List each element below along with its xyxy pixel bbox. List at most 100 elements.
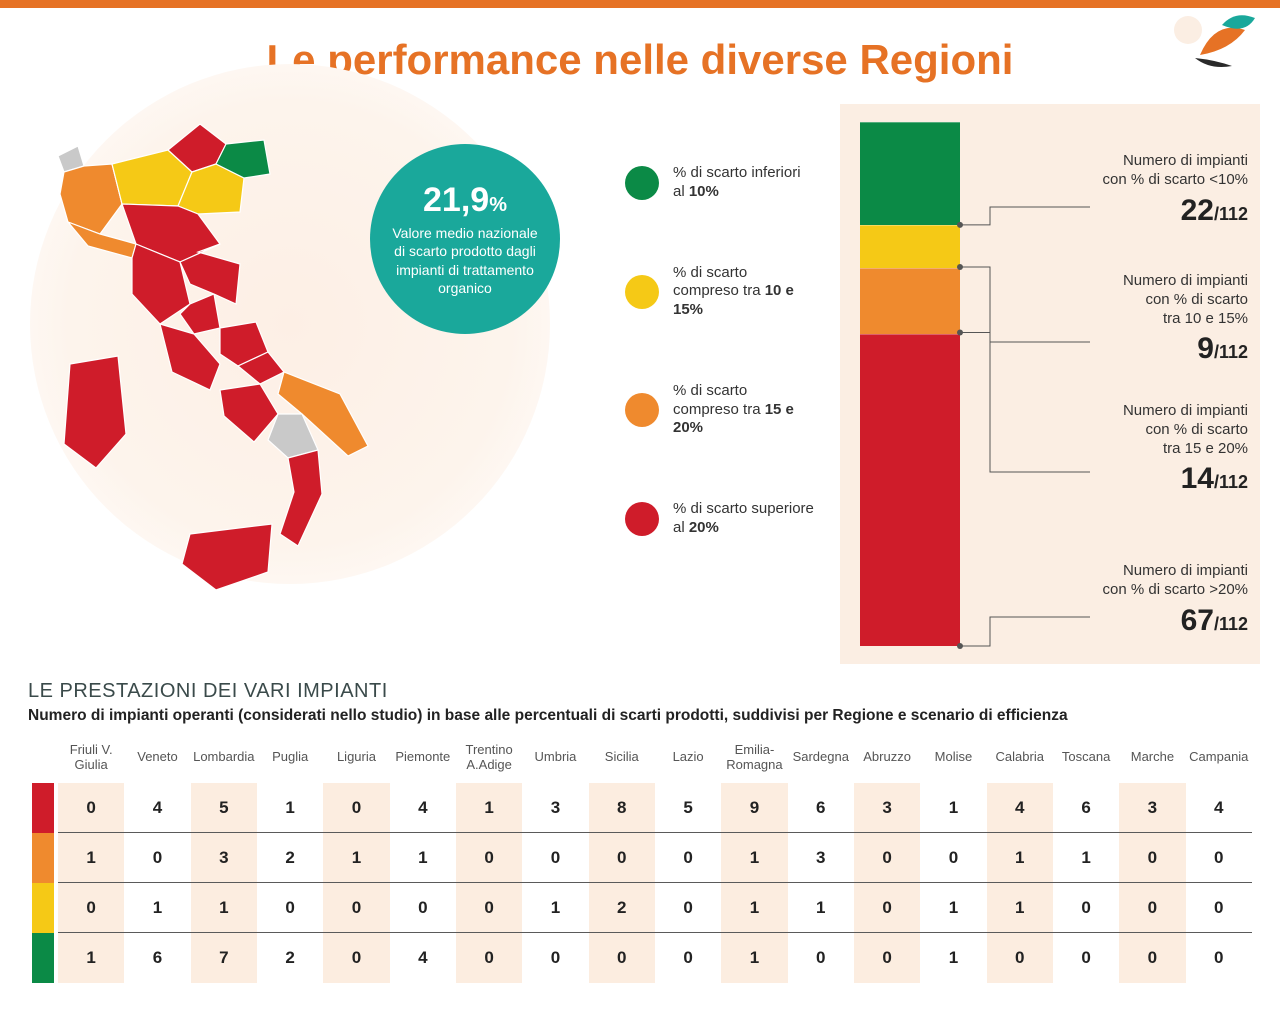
table-column-header: Umbria <box>522 739 588 783</box>
table-cell: 0 <box>58 883 124 933</box>
table-cell: 0 <box>1186 883 1252 933</box>
legend-text: % di scarto compreso tra 10 e 15% <box>673 264 815 320</box>
table-cell: 7 <box>191 933 257 983</box>
table-cell: 2 <box>257 833 323 883</box>
table-cell: 5 <box>191 783 257 833</box>
table-cell: 4 <box>390 933 456 983</box>
table-cell: 1 <box>920 783 986 833</box>
table-cell: 0 <box>987 933 1053 983</box>
table-cell: 2 <box>589 883 655 933</box>
regions-table: Friuli V. GiuliaVenetoLombardiaPugliaLig… <box>28 739 1252 983</box>
table-cell: 1 <box>323 833 389 883</box>
main-panel: 21,9% Valore medio nazionale di scarto p… <box>0 94 1280 684</box>
table-cell: 0 <box>1119 933 1185 983</box>
table-cell: 0 <box>257 883 323 933</box>
table-cell: 9 <box>721 783 787 833</box>
table-column-header: Sicilia <box>589 739 655 783</box>
table-cell: 4 <box>390 783 456 833</box>
table-cell: 0 <box>58 783 124 833</box>
page-title: Le performance nelle diverse Regioni <box>0 8 1280 94</box>
table-body: 0451041385963146341032110000130011000110… <box>28 783 1252 983</box>
table-cell: 0 <box>1119 833 1185 883</box>
table-column-header: Calabria <box>987 739 1053 783</box>
table-cell: 1 <box>390 833 456 883</box>
bubble-pct: % <box>489 194 507 216</box>
table-cell: 0 <box>323 933 389 983</box>
table-cell: 0 <box>124 833 190 883</box>
bar-label: Numero di impianticon % di scartotra 15 … <box>1123 402 1248 498</box>
legend-text: % di scarto compreso tra 15 e 20% <box>673 382 815 438</box>
table-cell: 1 <box>58 933 124 983</box>
table-cell: 6 <box>788 783 854 833</box>
table-header-row: Friuli V. GiuliaVenetoLombardiaPugliaLig… <box>28 739 1252 783</box>
row-color-swatch <box>32 883 54 933</box>
table-column-header: Abruzzo <box>854 739 920 783</box>
table-row: 045104138596314634 <box>28 783 1252 833</box>
table-column-header: Marche <box>1119 739 1185 783</box>
table-cell: 1 <box>920 883 986 933</box>
top-accent-bar <box>0 0 1280 8</box>
legend-item: % di scarto compreso tra 10 e 15% <box>625 264 815 320</box>
table-cell: 3 <box>191 833 257 883</box>
legend-text: % di scarto inferiori al 10% <box>673 164 815 202</box>
table-cell: 1 <box>987 883 1053 933</box>
table-cell: 1 <box>124 883 190 933</box>
legend-item: % di scarto compreso tra 15 e 20% <box>625 382 815 438</box>
table-cell: 3 <box>522 783 588 833</box>
table-subtitle: Numero di impianti operanti (considerati… <box>28 707 1252 725</box>
table-cell: 1 <box>920 933 986 983</box>
table-cell: 0 <box>456 833 522 883</box>
table-cell: 0 <box>1053 933 1119 983</box>
table-cell: 1 <box>987 833 1053 883</box>
table-cell: 1 <box>191 883 257 933</box>
row-color-swatch <box>32 933 54 983</box>
table-cell: 0 <box>522 833 588 883</box>
table-cell: 8 <box>589 783 655 833</box>
table-column-header: Veneto <box>124 739 190 783</box>
table-cell: 0 <box>655 833 721 883</box>
table-column-header: Lazio <box>655 739 721 783</box>
table-column-header: Piemonte <box>390 739 456 783</box>
table-cell: 1 <box>788 883 854 933</box>
table-cell: 0 <box>1186 933 1252 983</box>
table-column-header: Campania <box>1186 739 1252 783</box>
table-column-header: Friuli V. Giulia <box>58 739 124 783</box>
table-cell: 4 <box>987 783 1053 833</box>
bar-label: Numero di impianticon % di scartotra 10 … <box>1123 272 1248 368</box>
table-row: 103211000013001100 <box>28 833 1252 883</box>
stacked-bar-panel: Numero di impianticon % di scarto <10%22… <box>840 104 1260 664</box>
table-cell: 0 <box>655 933 721 983</box>
legend-dot-icon <box>625 502 659 536</box>
table-row: 167204000010010000 <box>28 933 1252 983</box>
table-cell: 5 <box>655 783 721 833</box>
table-cell: 0 <box>390 883 456 933</box>
table-section: LE PRESTAZIONI DEI VARI IMPIANTI Numero … <box>28 680 1252 983</box>
table-cell: 0 <box>1119 883 1185 933</box>
bar-label: Numero di impianticon % di scarto >20%67… <box>1103 562 1249 639</box>
table-cell: 0 <box>1186 833 1252 883</box>
legend-dot-icon <box>625 275 659 309</box>
legend-dot-icon <box>625 166 659 200</box>
table-cell: 0 <box>323 883 389 933</box>
bubble-value: 21,9 <box>423 181 489 219</box>
table-column-header: Puglia <box>257 739 323 783</box>
table-cell: 0 <box>854 883 920 933</box>
table-cell: 1 <box>721 933 787 983</box>
table-cell: 3 <box>854 783 920 833</box>
table-cell: 0 <box>788 933 854 983</box>
table-cell: 0 <box>456 883 522 933</box>
row-color-swatch <box>32 783 54 833</box>
stacked-bar-labels: Numero di impianticon % di scarto <10%22… <box>990 122 1248 646</box>
national-average-bubble: 21,9% Valore medio nazionale di scarto p… <box>370 144 560 334</box>
table-cell: 1 <box>58 833 124 883</box>
legend-text: % di scarto superiore al 20% <box>673 500 815 538</box>
table-cell: 0 <box>323 783 389 833</box>
bar-label: Numero di impianticon % di scarto <10%22… <box>1103 152 1249 229</box>
table-cell: 4 <box>124 783 190 833</box>
bubble-text: Valore medio nazionale di scarto prodott… <box>388 224 542 297</box>
color-legend: % di scarto inferiori al 10% % di scarto … <box>625 164 815 600</box>
table-cell: 0 <box>854 933 920 983</box>
table-cell: 1 <box>522 883 588 933</box>
table-cell: 1 <box>1053 833 1119 883</box>
table-cell: 0 <box>589 833 655 883</box>
